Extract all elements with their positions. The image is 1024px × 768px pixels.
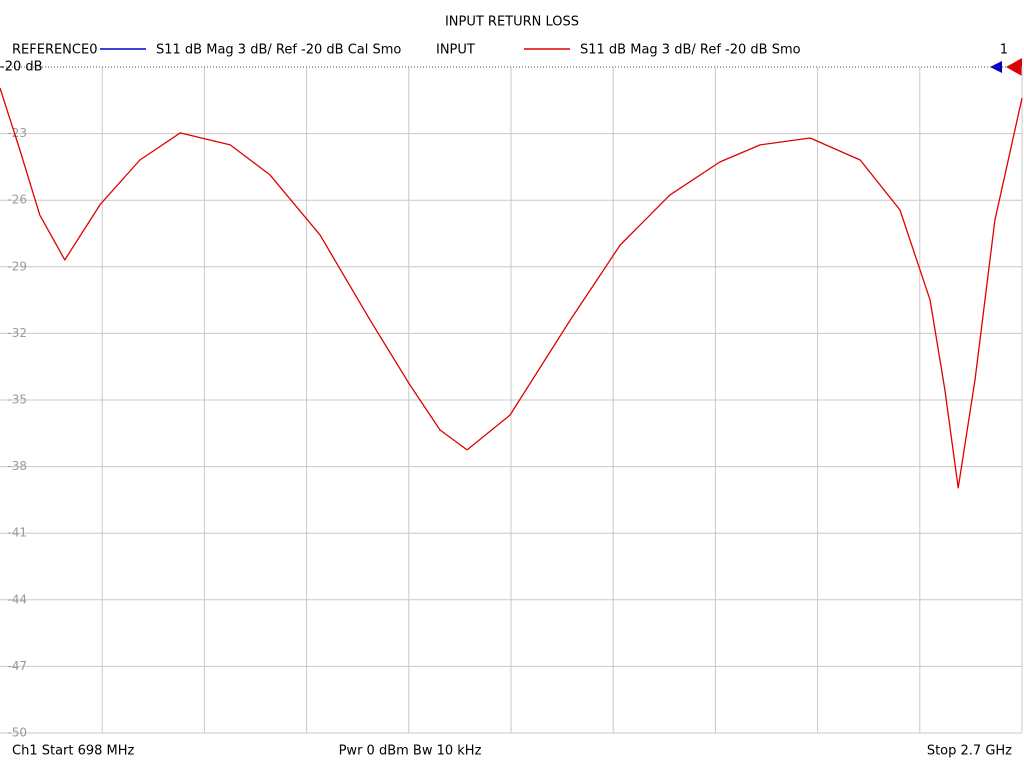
y-tick-label: -38 <box>7 459 27 473</box>
marker-label: 1 <box>1000 43 1008 58</box>
chart-title: INPUT RETURN LOSS <box>445 15 579 30</box>
y-tick-label: -35 <box>7 393 27 407</box>
y-tick-label: -50 <box>7 726 27 740</box>
legend-label: INPUT <box>436 43 475 58</box>
legend-description: S11 dB Mag 3 dB/ Ref -20 dB Smo <box>580 43 801 58</box>
y-tick-label: -44 <box>7 592 27 606</box>
center-label: Pwr 0 dBm Bw 10 kHz <box>339 744 482 759</box>
legend-description: S11 dB Mag 3 dB/ Ref -20 dB Cal Smo <box>156 43 401 58</box>
stop-label: Stop 2.7 GHz <box>927 744 1012 759</box>
y-tick-label: -26 <box>7 193 27 207</box>
start-label: Ch1 Start 698 MHz <box>12 744 135 759</box>
legend-label: REFERENCE0 <box>12 43 97 58</box>
trace-line <box>0 87 1023 489</box>
y-tick-label: -41 <box>7 526 27 540</box>
y-tick-label: -23 <box>7 126 27 140</box>
y-tick-label: -47 <box>7 659 27 673</box>
y-tick-label: -29 <box>7 259 27 273</box>
y-tick-label: -32 <box>7 326 27 340</box>
y-tick-label: -20 dB <box>0 60 43 75</box>
